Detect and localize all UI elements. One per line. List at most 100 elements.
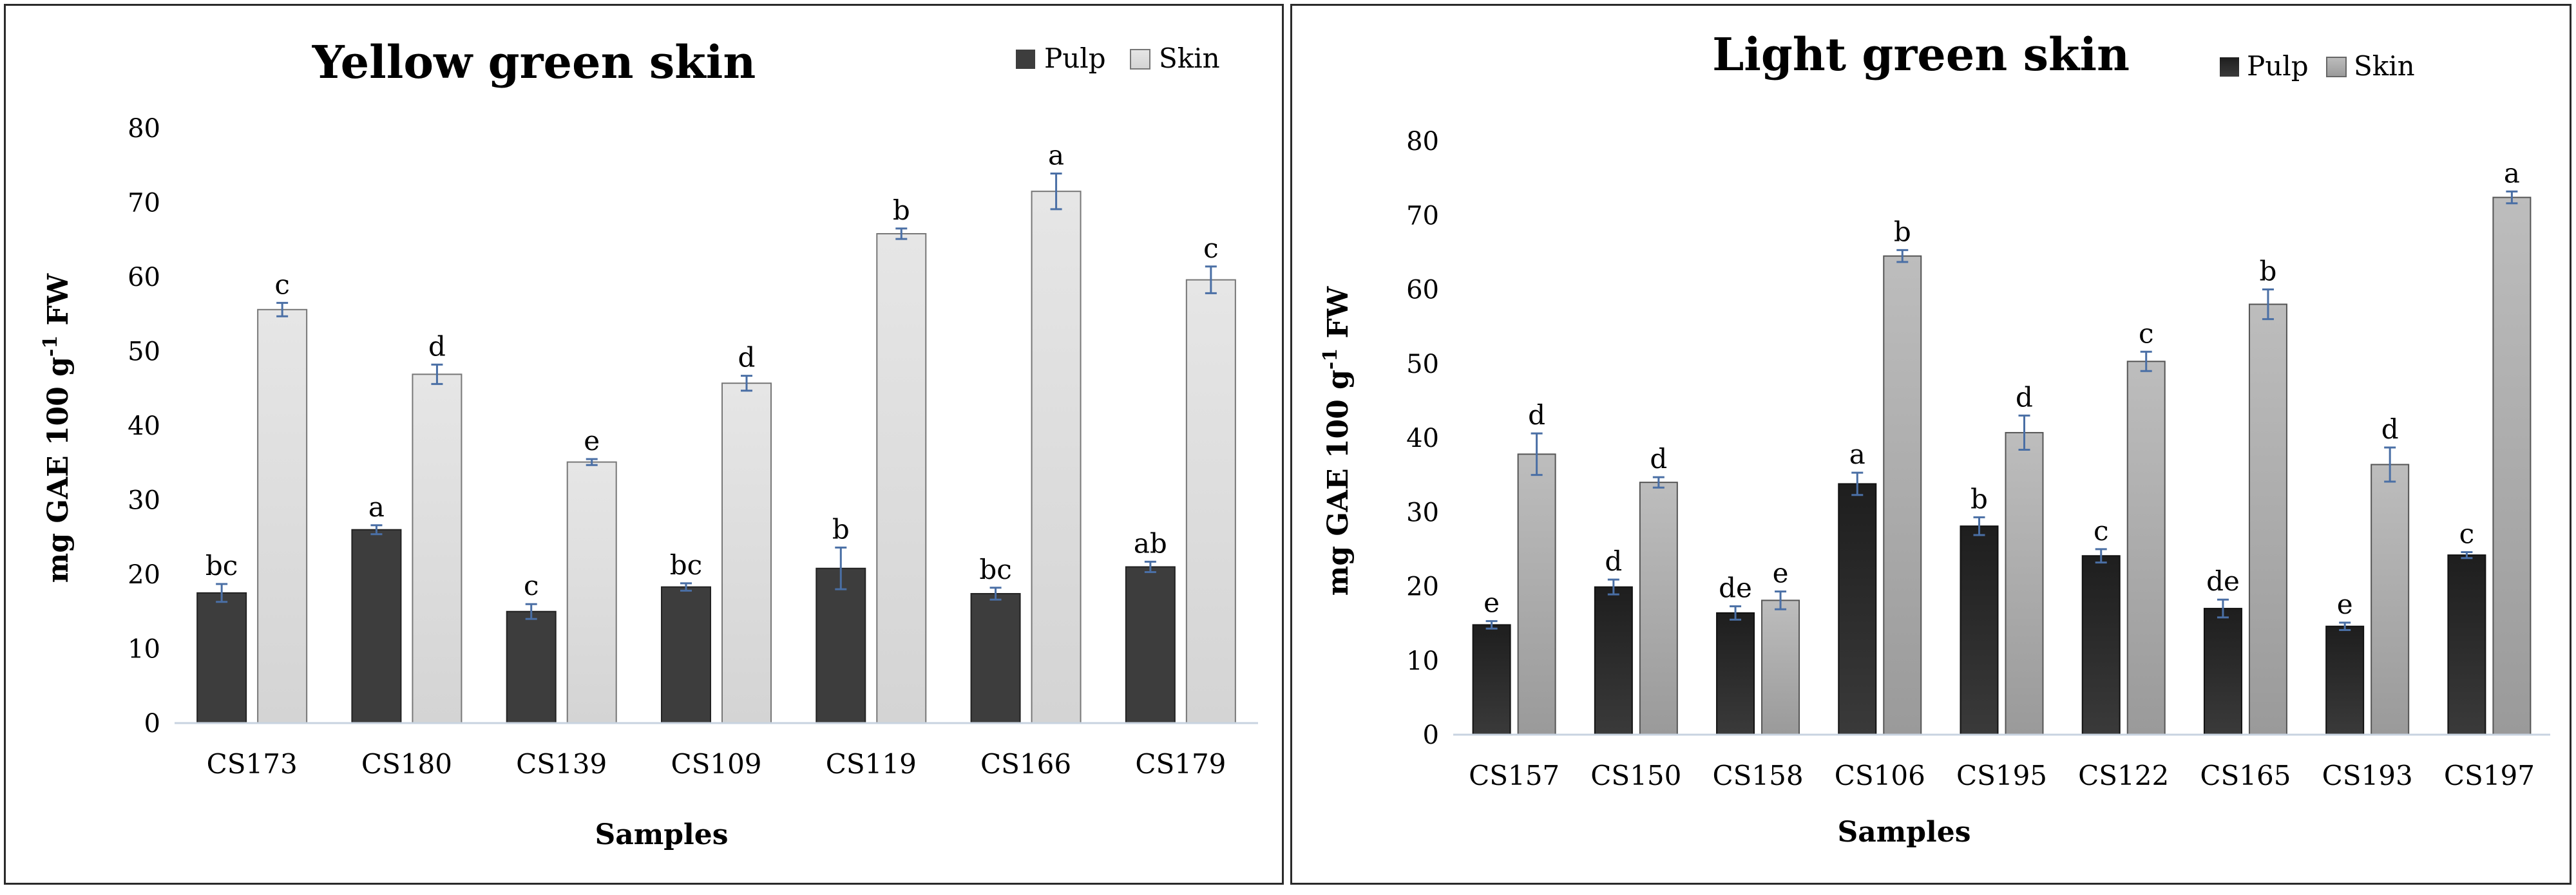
bar-pulp-cs139: [506, 610, 557, 724]
x-tick-label: CS122: [2078, 760, 2169, 791]
x-axis-title: Samples: [1837, 816, 1970, 849]
significance-letter: de: [2206, 565, 2240, 597]
x-tick-label: CS195: [1956, 760, 2047, 791]
significance-letter: d: [428, 330, 446, 362]
x-tick-label: CS119: [826, 748, 917, 780]
significance-letter: d: [1650, 443, 1667, 475]
bar-skin-cs106: [1883, 255, 1922, 735]
significance-letter: ab: [1134, 527, 1167, 559]
significance-letter: d: [738, 342, 756, 373]
y-tick-label: 40: [1406, 424, 1439, 453]
bar-skin-cs166: [1031, 191, 1082, 724]
significance-letter: bc: [205, 550, 238, 581]
bar-skin-cs139: [566, 461, 617, 724]
legend-swatch-pulp: [2220, 57, 2239, 77]
significance-letter: c: [2139, 317, 2154, 349]
x-tick-label: CS165: [2200, 760, 2291, 791]
significance-letter: b: [1970, 483, 1988, 514]
y-tick-label: 30: [1406, 498, 1439, 527]
bar-pulp-cs197: [2447, 554, 2486, 735]
y-axis-title: mg GAE 100 g-1 FW: [1319, 286, 1355, 596]
bar-pulp-cs119: [816, 567, 866, 724]
significance-letter: d: [1605, 545, 1622, 577]
bar-pulp-cs195: [1960, 525, 1999, 736]
bar-pulp-cs150: [1594, 586, 1633, 736]
x-tick-label: CS173: [207, 748, 298, 780]
x-tick-label: CS157: [1469, 760, 1560, 791]
legend-label-pulp: Pulp: [1044, 42, 1106, 74]
bar-skin-cs180: [412, 373, 463, 724]
x-tick-label: CS150: [1590, 760, 1681, 791]
bar-pulp-cs165: [2203, 608, 2242, 736]
significance-letter: c: [2459, 518, 2475, 549]
x-tick-label: CS166: [980, 748, 1071, 780]
bar-pulp-cs122: [2081, 555, 2121, 735]
significance-letter: e: [584, 425, 600, 457]
significance-letter: b: [893, 194, 910, 226]
bar-skin-cs158: [1761, 599, 1800, 736]
y-tick-label: 80: [1406, 127, 1439, 156]
bar-skin-cs179: [1185, 279, 1236, 724]
bar-pulp-cs180: [351, 529, 402, 724]
significance-letter: de: [1719, 572, 1752, 604]
y-tick-label: 70: [128, 189, 160, 218]
legend-swatch-skin: [2326, 57, 2347, 77]
significance-letter: b: [2259, 256, 2276, 287]
significance-letter: bc: [979, 554, 1011, 585]
bar-pulp-cs109: [661, 586, 711, 724]
significance-letter: a: [368, 491, 385, 523]
x-tick-label: CS109: [671, 748, 761, 780]
significance-letter: a: [2504, 157, 2520, 189]
y-tick-label: 60: [128, 263, 160, 292]
significance-letter: d: [1528, 399, 1545, 431]
x-tick-label: CS179: [1135, 748, 1226, 780]
y-tick-label: 0: [144, 709, 160, 739]
significance-letter: b: [1894, 216, 1911, 247]
plot-area: 01020304050607080bccCS173adCS180ceCS139b…: [128, 114, 1258, 780]
significance-letter: c: [524, 570, 539, 601]
significance-letter: c: [274, 268, 290, 300]
legend: Pulp Skin: [1016, 42, 1220, 74]
bar-pulp-cs173: [196, 592, 247, 724]
legend-swatch-pulp: [1016, 50, 1035, 69]
y-tick-label: 50: [1406, 350, 1439, 379]
bar-pulp-cs166: [970, 593, 1021, 724]
bar-pulp-cs157: [1472, 624, 1511, 735]
y-tick-label: 50: [128, 337, 160, 367]
chart-title: Light green skin: [1712, 28, 2130, 81]
significance-letter: e: [1484, 587, 1500, 619]
bar-pulp-cs106: [1838, 483, 1877, 736]
bar-skin-cs119: [876, 233, 927, 724]
chart-light-green-svg: Light green skin Pulp Skin mg GAE 100 g-…: [1319, 28, 2550, 849]
x-tick-label: CS139: [516, 748, 607, 780]
bar-skin-cs109: [721, 382, 772, 724]
legend-label-pulp: Pulp: [2247, 50, 2309, 82]
x-tick-label: CS193: [2322, 760, 2413, 791]
significance-letter: a: [1048, 139, 1064, 171]
bar-skin-cs157: [1517, 453, 1556, 735]
bar-pulp-cs193: [2325, 625, 2365, 735]
chart-panel-light-green: Light green skin Pulp Skin mg GAE 100 g-…: [1290, 4, 2571, 885]
significance-letter: c: [2094, 515, 2109, 547]
significance-letter: e: [1773, 558, 1789, 589]
x-tick-label: CS106: [1835, 760, 1925, 791]
significance-letter: c: [1203, 232, 1219, 264]
bar-skin-cs193: [2371, 464, 2410, 735]
x-tick-label: CS158: [1713, 760, 1804, 791]
legend-swatch-skin: [1130, 49, 1150, 70]
y-tick-label: 40: [128, 411, 160, 441]
bar-skin-cs165: [2248, 303, 2287, 735]
bar-pulp-cs158: [1716, 612, 1755, 735]
significance-letter: d: [2016, 381, 2033, 413]
legend: Pulp Skin: [2220, 50, 2415, 82]
y-axis-title: mg GAE 100 g-1 FW: [39, 273, 75, 583]
x-tick-label: CS197: [2444, 760, 2535, 791]
y-tick-label: 20: [1406, 572, 1439, 602]
y-tick-label: 30: [128, 486, 160, 516]
y-tick-label: 80: [128, 114, 160, 144]
bar-skin-cs173: [257, 308, 308, 724]
y-tick-label: 20: [128, 560, 160, 590]
y-tick-label: 10: [1406, 646, 1439, 676]
bar-skin-cs197: [2492, 196, 2532, 735]
